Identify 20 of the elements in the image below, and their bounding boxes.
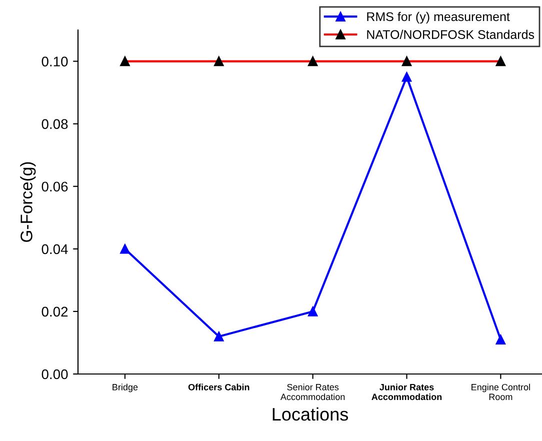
x-tick-label: Bridge: [112, 384, 138, 392]
x-tick-label: Junior Rates Accommodation: [372, 384, 442, 400]
y-axis-title: G-Force(g): [20, 162, 36, 242]
y-tick-label: 0.10: [42, 56, 68, 66]
point: [214, 332, 224, 342]
point: [120, 244, 130, 254]
point: [308, 306, 318, 316]
legend-label: RMS for (y) measurement: [367, 12, 510, 24]
x-tick-label: Senior Rates Accommodation: [280, 384, 345, 400]
y-tick-label: 0.00: [42, 369, 68, 380]
y-tick-label: 0.08: [42, 119, 68, 129]
y-tick-label: 0.04: [42, 244, 68, 254]
y-tick-label: 0.02: [42, 306, 68, 317]
x-tick-label: Officers Cabin: [188, 384, 250, 390]
point: [402, 72, 412, 82]
legend-label: NATO/NORDFOSK Standards: [367, 30, 534, 39]
y-tick-label: 0.06: [42, 182, 68, 192]
x-axis-title: Locations: [272, 407, 348, 421]
point: [496, 334, 506, 344]
x-tick-label: Engine Control Room: [472, 384, 530, 400]
